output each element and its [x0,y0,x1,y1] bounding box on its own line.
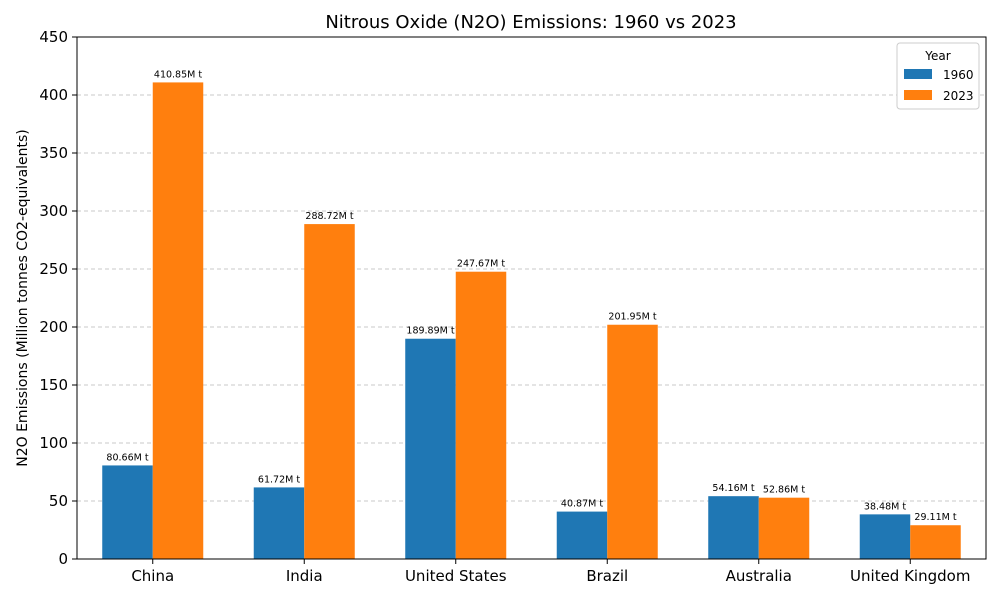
bar-2023 [758,497,810,559]
data-label-2023: 201.95M t [608,312,656,323]
y-tick-label: 250 [39,260,68,278]
data-label-1960: 38.48M t [864,501,906,512]
bar-1960 [708,496,759,559]
data-label-2023: 52.86M t [763,485,805,496]
chart-title: Nitrous Oxide (N2O) Emissions: 1960 vs 2… [325,12,736,33]
y-axis-label: N2O Emissions (Million tonnes CO2-equiva… [15,129,31,467]
bar-2023 [304,224,355,560]
legend: Year 1960 2023 [896,42,980,110]
x-axis-ticks: China India United States Brazil Australia Un… [131,559,970,585]
bar-2023 [455,271,507,559]
x-tick-label: India [286,567,323,585]
data-label-2023: 410.85M t [154,69,202,80]
y-tick-label: 0 [58,550,68,568]
x-tick-label: China [131,567,174,585]
y-tick-label: 350 [39,144,68,162]
bar-1960 [102,465,153,559]
data-label-2023: 29.11M t [914,512,956,523]
data-label-1960: 54.16M t [712,483,754,494]
bar-1960 [859,514,911,559]
gridlines [77,94,986,502]
legend-swatch-1960 [904,69,932,79]
bar-1960 [405,338,456,559]
data-label-1960: 189.89M t [406,326,454,337]
y-tick-label: 300 [39,202,68,220]
y-tick-label: 100 [39,434,68,452]
bar-1960 [556,511,608,559]
legend-title: Year [924,49,950,63]
data-label-1960: 80.66M t [106,452,148,463]
bar-1960 [253,487,305,559]
plot-frame [76,36,987,560]
y-tick-label: 200 [39,318,68,336]
legend-swatch-2023 [904,90,932,100]
x-tick-label: Brazil [586,567,628,585]
data-label-1960: 40.87M t [561,499,603,510]
data-label-1960: 61.72M t [258,474,300,485]
bar-2023 [152,82,204,559]
y-tick-label: 50 [49,492,68,510]
x-tick-label: United Kingdom [850,567,970,585]
y-tick-label: 150 [39,376,68,394]
y-tick-label: 400 [39,86,68,104]
legend-label-2023: 2023 [943,89,974,103]
bar-2023 [910,525,961,559]
legend-label-1960: 1960 [943,68,974,82]
data-label-2023: 288.72M t [305,211,353,222]
x-tick-label: Australia [726,567,792,585]
data-label-2023: 247.67M t [457,259,505,270]
y-tick-label: 450 [39,28,68,46]
y-axis-ticks: 0 50 100 150 200 250 300 350 400 450 [39,28,77,568]
bar-2023 [607,324,658,559]
x-tick-label: United States [405,567,507,585]
data-labels-group: 80.66M t 410.85M t 61.72M t 288.72M t 189.89… [106,69,956,523]
bars-group [102,82,961,560]
